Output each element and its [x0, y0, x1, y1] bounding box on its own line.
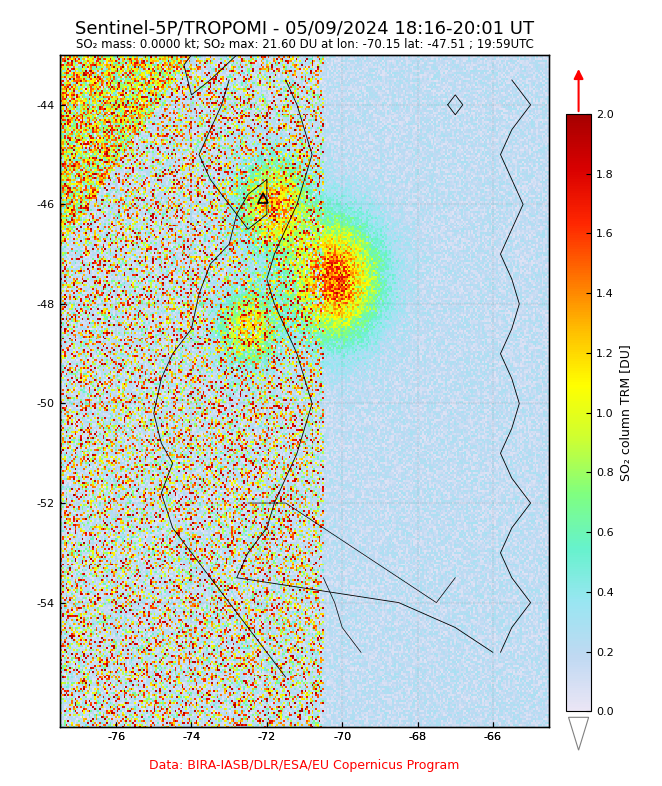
Text: Sentinel-5P/TROPOMI - 05/09/2024 18:16-20:01 UT: Sentinel-5P/TROPOMI - 05/09/2024 18:16-2… [75, 20, 534, 38]
Text: Data: BIRA-IASB/DLR/ESA/EU Copernicus Program: Data: BIRA-IASB/DLR/ESA/EU Copernicus Pr… [150, 758, 459, 772]
Text: SO₂ mass: 0.0000 kt; SO₂ max: 21.60 DU at lon: -70.15 lat: -47.51 ; 19:59UTC: SO₂ mass: 0.0000 kt; SO₂ max: 21.60 DU a… [75, 38, 534, 51]
Polygon shape [569, 718, 589, 750]
Y-axis label: SO₂ column TRM [DU]: SO₂ column TRM [DU] [620, 344, 632, 481]
